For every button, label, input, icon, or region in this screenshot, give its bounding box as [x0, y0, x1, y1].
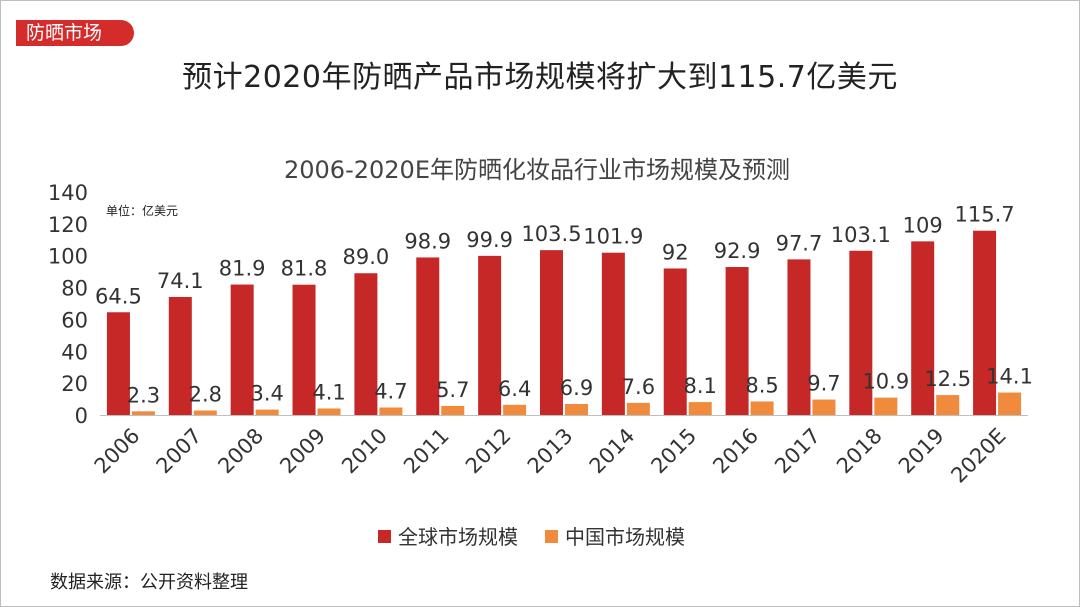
bar-china — [998, 392, 1022, 415]
bar-china — [317, 408, 341, 415]
x-tick-label: 2012 — [461, 424, 516, 479]
section-tag: 防晒市场 — [16, 20, 134, 46]
page-title: 预计2020年防晒产品市场规模将扩大到115.7亿美元 — [182, 60, 898, 95]
bar-global — [230, 284, 254, 415]
data-label-china: 2.3 — [127, 383, 160, 407]
source-note: 数据来源：公开资料整理 — [50, 572, 248, 593]
data-label-global: 98.9 — [404, 229, 451, 253]
data-label-china: 8.1 — [684, 374, 717, 398]
x-axis: 2006 2007 2008 2009 2010 2011 2012 2013 2014 2015… — [90, 415, 1028, 488]
x-tick-label: 2019 — [894, 424, 949, 479]
y-axis: 0 20 40 60 80 100 120 140 — [48, 181, 88, 428]
data-label-china: 4.7 — [374, 380, 407, 404]
y-tick-label: 60 — [61, 308, 88, 332]
bar-global — [168, 296, 192, 415]
legend-swatch-china — [545, 530, 558, 543]
bar-global — [478, 255, 502, 415]
bar-china — [193, 410, 217, 415]
bar-china — [131, 411, 155, 415]
bar-global — [911, 241, 935, 415]
data-label-global: 92 — [662, 240, 689, 264]
data-label-china: 12.5 — [924, 367, 971, 391]
data-label-china: 10.9 — [862, 370, 909, 394]
data-label-global: 97.7 — [776, 231, 823, 255]
x-tick-label: 2008 — [213, 424, 268, 479]
data-label-china: 3.4 — [250, 382, 283, 406]
bar-global — [354, 273, 378, 415]
x-tick-label: 2013 — [523, 424, 578, 479]
data-label-china: 4.1 — [312, 380, 345, 404]
data-label-china: 2.8 — [189, 383, 222, 407]
bars-group: 64.5 2.3 74.1 2.8 81.9 3.4 81.8 4.1 89.0 4.7 98.9 5… — [95, 203, 1033, 415]
legend-swatch-global — [378, 530, 391, 543]
data-label-global: 99.9 — [466, 228, 513, 252]
y-tick-label: 80 — [61, 277, 88, 301]
data-label-china: 9.7 — [807, 372, 840, 396]
data-label-global: 89.0 — [343, 245, 390, 269]
x-tick-label: 2010 — [337, 424, 392, 479]
data-label-global: 103.1 — [831, 223, 891, 247]
legend: 全球市场规模 中国市场规模 — [378, 525, 685, 549]
unit-label: 单位：亿美元 — [106, 203, 178, 218]
x-tick-label: 2017 — [770, 424, 825, 479]
x-tick-label: 2018 — [832, 424, 887, 479]
data-label-global: 115.7 — [955, 203, 1015, 227]
x-tick-label: 2020E — [946, 424, 1010, 488]
bar-china — [503, 404, 527, 415]
bar-global — [540, 250, 563, 415]
y-tick-label: 0 — [75, 404, 88, 428]
x-tick-label: 2014 — [585, 424, 640, 479]
data-label-china: 14.1 — [986, 365, 1033, 389]
bar-china — [255, 409, 279, 415]
y-tick-label: 40 — [61, 340, 88, 364]
bar-global — [725, 267, 749, 415]
bar-china — [441, 405, 465, 415]
data-label-china: 8.5 — [745, 373, 778, 397]
bar-china — [688, 402, 712, 415]
bar-china — [812, 399, 836, 415]
data-label-global: 92.9 — [714, 239, 761, 263]
legend-label-global: 全球市场规模 — [398, 525, 518, 549]
bar-global — [292, 284, 316, 415]
bar-global — [787, 259, 811, 415]
bar-global — [849, 250, 873, 415]
legend-label-china: 中国市场规模 — [565, 525, 685, 549]
bar-china — [750, 401, 774, 415]
bar-china — [626, 402, 650, 415]
x-tick-label: 2015 — [647, 424, 702, 479]
x-tick-label: 2009 — [275, 424, 330, 479]
data-label-china: 6.9 — [560, 376, 593, 400]
data-label-china: 7.6 — [622, 375, 655, 399]
y-tick-label: 20 — [61, 372, 88, 396]
bar-china — [936, 395, 960, 415]
data-label-global: 109 — [903, 213, 943, 237]
y-tick-label: 120 — [48, 213, 88, 237]
bar-global — [416, 257, 440, 415]
x-tick-label: 2006 — [90, 424, 145, 479]
x-tick-label: 2007 — [152, 424, 207, 479]
y-tick-label: 100 — [48, 245, 88, 269]
data-label-global: 101.9 — [583, 225, 643, 249]
x-tick-label: 2011 — [399, 424, 454, 479]
data-label-china: 5.7 — [436, 378, 469, 402]
x-tick-label: 2016 — [708, 424, 763, 479]
data-label-china: 6.4 — [498, 377, 531, 401]
bar-global — [601, 252, 625, 415]
y-tick-label: 140 — [48, 181, 88, 205]
bar-global — [973, 230, 997, 415]
bar-china — [874, 397, 898, 415]
data-label-global: 103.5 — [521, 222, 581, 246]
data-label-global: 81.9 — [219, 257, 266, 281]
data-label-global: 81.8 — [281, 257, 328, 281]
bar-global — [106, 312, 130, 415]
data-label-global: 74.1 — [157, 269, 204, 293]
data-label-global: 64.5 — [95, 284, 142, 308]
bar-global — [663, 268, 687, 415]
bar-china — [565, 404, 588, 415]
bar-china — [379, 407, 403, 415]
chart-title: 2006-2020E年防晒化妆品行业市场规模及预测 — [284, 156, 790, 184]
